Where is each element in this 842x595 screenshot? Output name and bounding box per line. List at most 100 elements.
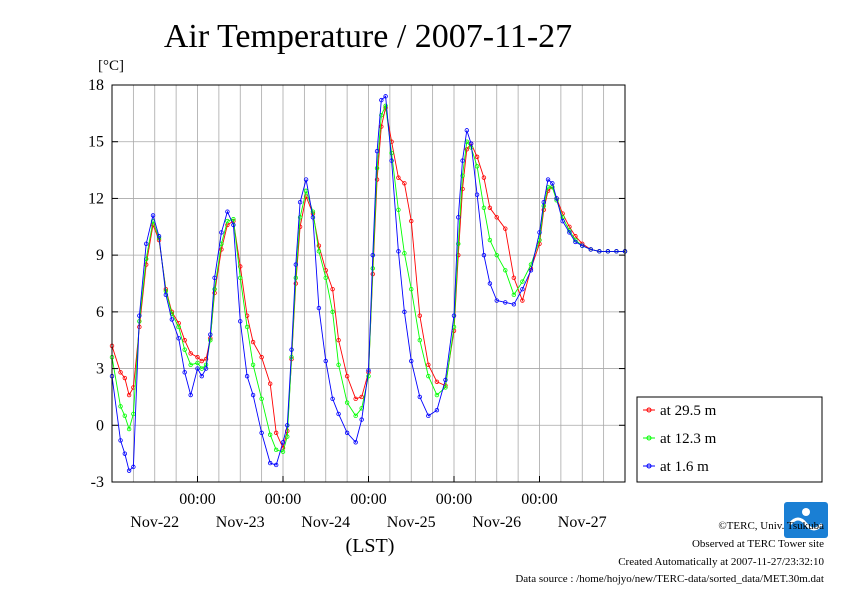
data-point <box>528 268 534 273</box>
data-point <box>244 324 250 330</box>
data-point <box>323 358 328 364</box>
data-point <box>503 268 508 273</box>
data-point <box>267 460 273 466</box>
data-point <box>156 234 162 239</box>
data-point <box>487 205 493 211</box>
data-point <box>231 222 236 228</box>
data-point <box>219 247 224 252</box>
data-point <box>474 192 480 197</box>
data-point <box>238 264 243 269</box>
data-point <box>316 249 322 254</box>
data-point <box>199 373 204 379</box>
data-point <box>330 396 335 402</box>
x-axis-label: (LST) <box>346 535 395 557</box>
data-point <box>503 300 508 305</box>
data-point <box>199 366 204 371</box>
data-point <box>464 128 470 133</box>
data-point <box>443 377 448 383</box>
data-point <box>122 451 128 456</box>
y-tick-label: -3 <box>91 474 104 491</box>
data-point <box>143 241 149 246</box>
data-point <box>131 464 136 470</box>
data-point <box>494 298 499 303</box>
series-line <box>111 107 625 450</box>
data-point <box>494 215 499 220</box>
series-3 <box>109 94 628 473</box>
data-point <box>396 207 401 212</box>
data-point <box>359 394 364 400</box>
data-point <box>169 317 175 322</box>
series-layer <box>109 94 628 473</box>
data-point <box>426 373 431 379</box>
legend-label: at 29.5 m <box>660 403 717 419</box>
day-label: Nov-24 <box>301 514 350 531</box>
day-label: Nov-27 <box>558 514 607 531</box>
data-point <box>188 392 193 398</box>
data-point <box>560 218 565 224</box>
data-point <box>417 338 422 343</box>
data-point <box>460 158 465 163</box>
legend-label: at 1.6 m <box>660 459 709 475</box>
data-point <box>417 313 422 318</box>
data-point <box>545 177 551 182</box>
data-point <box>273 430 279 436</box>
data-point <box>554 196 559 201</box>
legend-box <box>636 396 823 483</box>
y-tick-label: 0 <box>96 417 104 434</box>
data-point <box>503 226 508 231</box>
data-point <box>330 309 335 315</box>
y-tick-label: 9 <box>96 247 104 264</box>
day-label: Nov-25 <box>387 514 436 531</box>
legend-swatch-marker <box>646 407 652 413</box>
data-point <box>379 97 384 103</box>
data-point <box>456 215 461 220</box>
data-point <box>474 154 480 160</box>
data-point <box>118 404 123 409</box>
data-point <box>267 381 273 386</box>
data-point <box>344 373 350 379</box>
data-point <box>550 181 555 186</box>
data-point <box>225 209 230 214</box>
time-tick-label: 00:00 <box>350 491 386 508</box>
data-point <box>293 262 299 267</box>
data-point <box>238 275 243 281</box>
data-point <box>426 413 431 419</box>
data-point <box>225 218 230 224</box>
data-point <box>176 324 181 330</box>
data-point <box>212 286 217 292</box>
grid <box>112 85 625 482</box>
data-point <box>176 336 181 341</box>
data-point <box>323 275 328 281</box>
data-point <box>238 319 243 324</box>
data-point <box>353 396 358 402</box>
data-point <box>481 205 487 211</box>
data-point <box>297 215 303 220</box>
data-point <box>289 347 294 352</box>
data-point <box>402 251 407 256</box>
data-point <box>250 339 256 345</box>
data-point <box>511 275 517 281</box>
data-point <box>434 407 440 413</box>
data-point <box>597 249 602 254</box>
data-point <box>137 313 142 318</box>
y-tick-label: 15 <box>88 134 104 151</box>
data-point <box>383 94 388 99</box>
data-point <box>402 181 407 186</box>
y-tick-label: 18 <box>88 77 104 94</box>
data-point <box>366 373 371 379</box>
data-point <box>182 338 187 343</box>
data-point <box>195 360 200 366</box>
data-point <box>203 366 209 371</box>
data-point <box>336 411 341 417</box>
series-line <box>111 95 625 472</box>
data-point <box>250 392 256 398</box>
day-label: Nov-22 <box>130 514 179 531</box>
data-point <box>474 164 480 169</box>
data-point <box>212 275 217 281</box>
data-point <box>573 239 578 245</box>
data-point <box>259 430 264 436</box>
data-point <box>541 200 546 205</box>
footer-observed: Observed at TERC Tower site <box>691 538 824 550</box>
chart-title: Air Temperature / 2007-11-27 <box>164 18 572 55</box>
data-point <box>293 275 299 281</box>
